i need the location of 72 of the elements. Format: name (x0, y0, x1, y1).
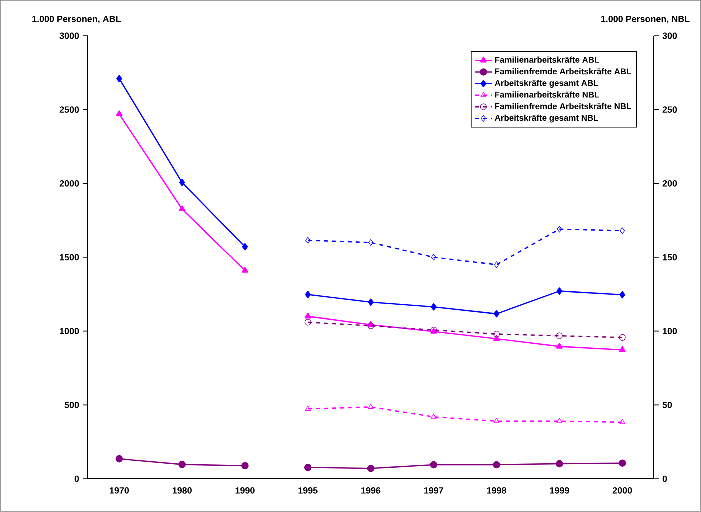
x-tick-label: 1970 (110, 487, 130, 494)
legend-label: Familienarbeitskräfte ABL (495, 56, 600, 63)
point (306, 237, 311, 244)
point (620, 291, 626, 299)
y2-tick-label: 0 (662, 476, 668, 482)
point (431, 254, 436, 261)
x-tick-label: 1998 (487, 487, 506, 494)
point (556, 288, 563, 295)
y2-tick-label: 300 (662, 32, 678, 40)
point (116, 75, 122, 82)
point (305, 406, 312, 411)
point (619, 346, 626, 352)
y-tick-label: 0 (74, 476, 80, 482)
point (494, 418, 500, 424)
point (367, 465, 375, 472)
point (619, 334, 626, 341)
point (179, 179, 186, 186)
point (242, 462, 249, 470)
point (116, 110, 123, 116)
y-tick-label: 500 (64, 402, 80, 408)
y-tick-label: 2000 (60, 180, 80, 187)
point (494, 310, 500, 318)
legend-label: Arbeitskräfte gesamt NBL (495, 114, 599, 123)
point (178, 461, 186, 468)
y2-tick-label: 150 (663, 254, 678, 261)
point (618, 460, 626, 467)
y2-tick-label: 250 (662, 106, 678, 114)
point (494, 335, 500, 342)
point (368, 239, 374, 246)
y-tick-label: 3000 (60, 32, 80, 40)
y2-tick-label: 200 (662, 180, 678, 187)
point (493, 461, 500, 469)
point (556, 418, 563, 424)
x-tick-label: 1997 (424, 487, 444, 494)
point (620, 419, 626, 424)
legend-label: Arbeitskräfte gesamt ABL (495, 80, 599, 88)
point (304, 319, 312, 326)
y-tick-label: 1000 (60, 328, 80, 335)
point (179, 206, 186, 212)
point (493, 330, 500, 338)
point (116, 455, 124, 463)
point (304, 464, 312, 472)
point (242, 267, 248, 273)
x-tick-label: 1996 (362, 487, 381, 494)
point (556, 332, 563, 340)
point (242, 243, 248, 251)
y-tick-label: 2500 (60, 106, 80, 114)
point (304, 312, 312, 319)
point (556, 460, 564, 468)
y-axis-title: 1.000 Personen, ABL (32, 16, 121, 24)
point (368, 404, 374, 410)
y-tick-label: 1500 (60, 254, 80, 261)
x-tick-label: 1999 (550, 487, 570, 494)
legend-label: Familienfremde Arbeitskräfte NBL (495, 103, 632, 110)
point (556, 343, 563, 349)
legend-label: Familienfremde Arbeitskräfte ABL (495, 68, 632, 75)
x-tick-label: 1995 (298, 487, 318, 494)
point (431, 414, 437, 419)
legend-label: Familienarbeitskräfte NBL (495, 92, 600, 98)
y2-axis-title: 1.000 Personen, NBL (601, 16, 690, 24)
x-tick-label: 2000 (612, 487, 632, 494)
point (305, 291, 312, 298)
point (494, 262, 500, 268)
point (430, 461, 438, 469)
y2-tick-label: 100 (663, 328, 678, 335)
point (557, 226, 562, 233)
x-tick-label: 1980 (172, 487, 192, 494)
y2-tick-label: 50 (662, 402, 672, 408)
point (368, 298, 374, 306)
point (620, 228, 626, 234)
point (431, 303, 437, 311)
x-tick-label: 1990 (236, 487, 255, 494)
